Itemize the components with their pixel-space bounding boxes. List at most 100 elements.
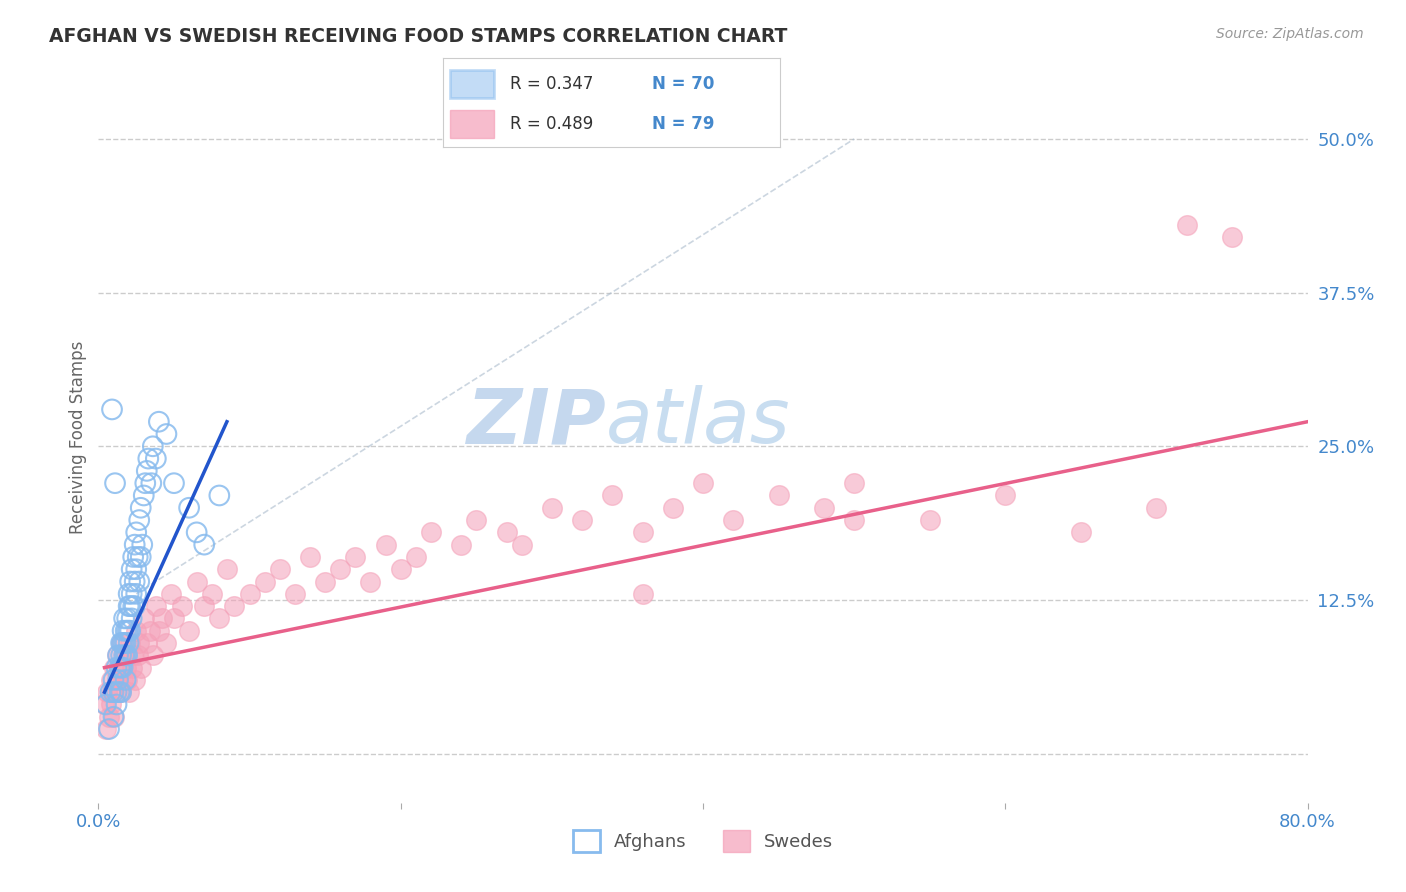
Point (98, 722, 121, 736)
Point (344, 549, 367, 564)
Point (215, 562, 238, 576)
Point (129, 660, 152, 674)
Point (148, 415, 170, 429)
Point (329, 562, 352, 576)
Point (125, 562, 148, 576)
Point (114, 648, 136, 663)
Point (571, 513, 593, 527)
Point (110, 660, 132, 674)
Point (314, 574, 336, 589)
Point (115, 611, 138, 625)
Point (112, 648, 135, 663)
Point (107, 673, 129, 687)
Point (125, 587, 148, 601)
Text: R = 0.347: R = 0.347 (510, 75, 593, 93)
Point (142, 439, 165, 453)
Point (253, 574, 276, 589)
Text: N = 79: N = 79 (652, 115, 714, 133)
Point (115, 673, 138, 687)
Point (136, 451, 159, 466)
Point (108, 660, 131, 674)
Point (193, 538, 215, 552)
Point (103, 710, 125, 724)
Point (723, 513, 745, 527)
Point (208, 488, 231, 502)
Point (122, 549, 145, 564)
Point (179, 500, 201, 515)
Point (110, 685, 132, 699)
Point (661, 500, 683, 515)
Point (122, 648, 145, 663)
Point (112, 636, 135, 650)
Point (844, 476, 866, 491)
Point (108, 660, 131, 674)
Point (124, 673, 146, 687)
Point (120, 624, 142, 638)
Point (103, 685, 125, 699)
Point (111, 624, 134, 638)
Point (118, 685, 141, 699)
Point (145, 599, 167, 613)
Point (239, 587, 262, 601)
Point (107, 648, 129, 663)
Point (768, 488, 790, 502)
Point (124, 599, 146, 613)
Point (299, 549, 322, 564)
Point (100, 673, 122, 687)
Point (103, 710, 125, 724)
Point (813, 500, 835, 515)
Point (115, 624, 138, 638)
Point (125, 525, 148, 540)
Point (163, 611, 186, 625)
Point (93, 698, 115, 712)
Legend: Afghans, Swedes: Afghans, Swedes (565, 823, 841, 860)
Point (1220, 230, 1243, 244)
Point (101, 402, 124, 417)
Point (1144, 500, 1167, 515)
Point (98, 710, 121, 724)
Point (110, 636, 132, 650)
Point (844, 513, 866, 527)
Text: N = 70: N = 70 (652, 75, 714, 93)
Point (193, 599, 215, 613)
Point (114, 624, 136, 638)
Point (142, 648, 165, 663)
Point (1175, 218, 1198, 232)
Point (129, 500, 152, 515)
Point (105, 685, 128, 699)
Point (186, 574, 208, 589)
Point (127, 648, 149, 663)
Point (120, 574, 142, 589)
Point (160, 587, 183, 601)
Point (135, 636, 157, 650)
Point (112, 611, 135, 625)
FancyBboxPatch shape (450, 70, 494, 98)
Point (510, 538, 533, 552)
Point (118, 587, 141, 601)
Point (108, 685, 131, 699)
Point (284, 587, 307, 601)
Point (155, 427, 177, 442)
Point (131, 538, 153, 552)
Point (692, 476, 714, 491)
Point (114, 636, 136, 650)
Point (121, 562, 143, 576)
Y-axis label: Receiving Food Stamps: Receiving Food Stamps (69, 341, 87, 533)
Point (132, 488, 155, 502)
Point (107, 673, 129, 687)
Point (114, 673, 136, 687)
Point (125, 624, 148, 638)
Point (602, 488, 624, 502)
Point (132, 611, 155, 625)
Point (186, 525, 208, 540)
Point (148, 624, 170, 638)
Point (110, 648, 132, 663)
Point (1070, 525, 1092, 540)
Point (360, 574, 382, 589)
Point (111, 673, 134, 687)
Point (96, 685, 118, 699)
Point (201, 587, 224, 601)
Point (105, 660, 128, 674)
Point (141, 476, 163, 491)
Point (269, 562, 291, 576)
